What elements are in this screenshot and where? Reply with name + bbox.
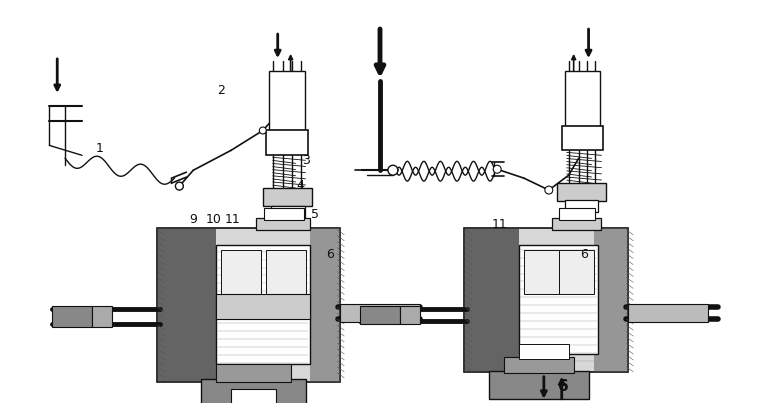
Bar <box>562 126 603 150</box>
Bar <box>157 228 340 382</box>
Bar <box>271 206 305 218</box>
Bar <box>565 71 600 126</box>
Text: 3: 3 <box>302 154 309 167</box>
Bar <box>504 357 574 373</box>
Ellipse shape <box>545 186 553 194</box>
Bar <box>264 208 303 220</box>
Text: 1: 1 <box>96 142 104 155</box>
Text: 9: 9 <box>189 213 198 226</box>
Bar <box>519 245 598 354</box>
Text: 11: 11 <box>225 213 241 226</box>
Text: 6: 6 <box>580 248 587 261</box>
Bar <box>266 130 308 155</box>
Bar <box>464 228 629 372</box>
Bar <box>269 71 305 130</box>
Bar <box>266 250 306 299</box>
Bar <box>231 389 276 404</box>
Bar <box>92 306 112 327</box>
Text: 10: 10 <box>205 213 221 226</box>
Bar <box>524 250 559 295</box>
Bar <box>52 306 92 327</box>
Bar <box>559 208 594 220</box>
Ellipse shape <box>176 182 183 190</box>
Bar <box>311 228 340 382</box>
Text: 5: 5 <box>312 208 319 221</box>
Bar <box>340 304 420 322</box>
Bar <box>559 250 594 295</box>
Text: 2: 2 <box>217 84 225 97</box>
Bar <box>565 200 598 212</box>
Text: 4: 4 <box>296 179 305 191</box>
Text: 6: 6 <box>559 379 569 394</box>
Bar <box>221 250 261 299</box>
Text: 5: 5 <box>565 208 573 221</box>
Bar <box>400 306 420 324</box>
Bar <box>594 228 629 372</box>
Ellipse shape <box>493 165 501 173</box>
Bar <box>629 304 708 322</box>
Bar <box>489 371 588 399</box>
Text: 11: 11 <box>491 218 507 231</box>
Bar <box>360 306 400 324</box>
Ellipse shape <box>388 165 398 175</box>
Bar <box>216 295 311 319</box>
Bar <box>201 379 306 404</box>
Bar <box>256 218 311 230</box>
Bar <box>216 364 290 382</box>
Bar <box>263 188 312 206</box>
Ellipse shape <box>259 127 266 134</box>
Text: 6: 6 <box>326 248 334 261</box>
Bar <box>552 218 601 230</box>
Bar <box>157 228 216 382</box>
Bar <box>464 228 519 372</box>
Bar <box>557 183 606 201</box>
Bar <box>216 245 311 364</box>
Bar <box>519 344 568 359</box>
